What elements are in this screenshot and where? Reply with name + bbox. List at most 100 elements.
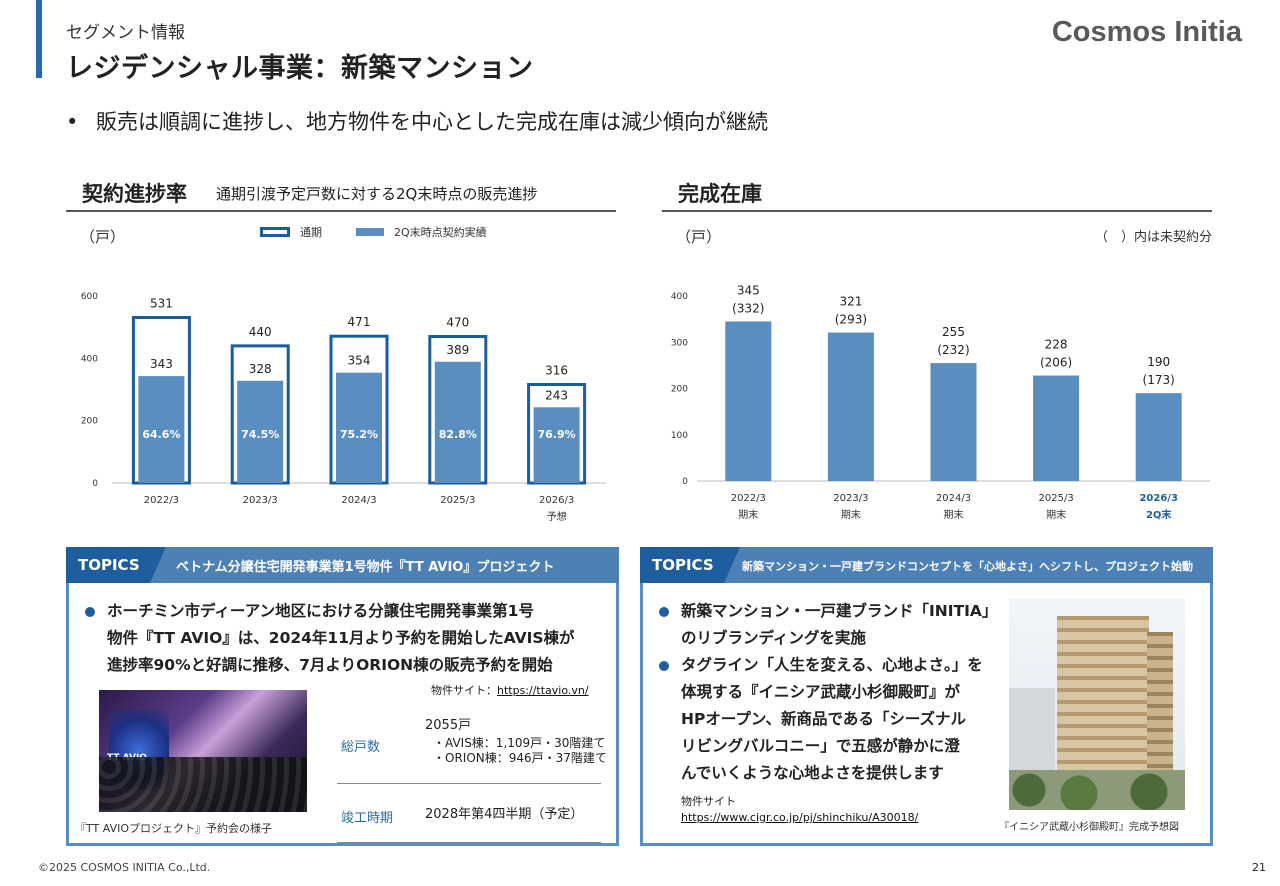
topic-header: TOPICS ベトナム分譲住宅開発事業第1号物件『TT AVIO』プロジェクト — [66, 547, 619, 583]
rendering-caption: 『イニシア武蔵小杉御殿町』完成予想図 — [999, 822, 1179, 833]
y-tick-label: 300 — [671, 338, 688, 348]
inventory-bar — [930, 363, 977, 481]
body-line: HPオープン、新商品である「シーズナル — [681, 710, 967, 728]
right-unit-label: （戸） — [676, 228, 722, 246]
chart-legend: 通期 2Q末時点契約実績 — [260, 224, 487, 240]
trees — [1009, 770, 1185, 810]
rate-label: 82.8% — [439, 428, 477, 441]
rate-label: 75.2% — [340, 428, 378, 441]
total-units-label: 総戸数 — [341, 740, 381, 755]
x-tick-label: 2022/3 — [144, 495, 179, 506]
body-line: タグライン「人生を変える、心地よさ。」を — [657, 652, 997, 679]
body-line: んでいくような心地よさを提供します — [681, 764, 944, 782]
x-tick-label: 2023/3 — [833, 493, 868, 504]
y-tick-label: 200 — [671, 385, 688, 395]
unsold-value-label: (206) — [1040, 356, 1072, 370]
x-tick-sublabel: 2Q末 — [1146, 508, 1172, 521]
completion-label: 竣工時期 — [341, 811, 394, 826]
rate-label: 74.5% — [241, 428, 279, 441]
x-tick-sublabel: 期末 — [738, 508, 758, 521]
orion-detail: ・ORION棟：946戸・37階建て — [433, 751, 607, 765]
body-line: リビングバルコニー」で五感が静かに澄 — [681, 737, 960, 755]
x-tick-label: 2022/3 — [731, 493, 766, 504]
body-line: 物件『TT AVIO』は、2024年11月より予約を開始したAVIS棟が — [107, 629, 575, 647]
tower-side — [1147, 632, 1173, 792]
x-tick-sublabel: 期末 — [1046, 508, 1066, 521]
total-units-value: 2055戸 — [425, 718, 472, 733]
actual-value-label: 328 — [249, 362, 272, 376]
site-label: 物件サイト： — [431, 684, 497, 697]
page-number: 21 — [1252, 861, 1266, 874]
x-tick-label: 2025/3 — [440, 495, 475, 506]
y-tick-label: 100 — [671, 431, 688, 441]
actual-value-label: 354 — [348, 354, 371, 368]
table-divider — [337, 842, 601, 843]
completion-value: 2028年第4四半期（予定） — [425, 807, 584, 822]
topic-initia: TOPICS 新築マンション・一戸建ブランドコンセプトを「心地よさ」へシフトし、… — [640, 547, 1213, 846]
total-value-label: 531 — [150, 297, 173, 311]
x-tick-sublabel: 予想 — [547, 510, 567, 523]
inventory-value-label: 228 — [1045, 338, 1068, 352]
inventory-value-label: 345 — [737, 283, 760, 297]
actual-value-label: 343 — [150, 357, 173, 371]
topic-body: ホーチミン市ディーアン地区における分譲住宅開発事業第1号 物件『TT AVIO』… — [83, 598, 575, 679]
contract-progress-subtitle: 通期引渡予定戸数に対する2Q末時点の販売進捗 — [216, 185, 538, 203]
body-line: のリブランディングを実施 — [681, 629, 866, 647]
topics-tag: TOPICS — [66, 547, 166, 583]
bar-actual — [237, 380, 284, 483]
inventory-title: 完成在庫 — [678, 182, 762, 206]
topic-headline: 新築マンション・一戸建ブランドコンセプトを「心地よさ」へシフトし、プロジェクト始… — [742, 560, 1193, 573]
accent-bar — [36, 0, 42, 78]
page-title: レジデンシャル事業：新築マンション — [66, 53, 534, 84]
body-line: 新築マンション・一戸建ブランド「INITIA」 — [657, 598, 997, 625]
x-tick-label: 2025/3 — [1039, 493, 1074, 504]
project-site: 物件サイト https://www.cigr.co.jp/pj/shinchik… — [681, 794, 918, 826]
contract-progress-title: 契約進捗率 — [82, 182, 187, 206]
total-value-label: 440 — [249, 325, 272, 339]
topic-vietnam: TOPICS ベトナム分譲住宅開発事業第1号物件『TT AVIO』プロジェクト … — [66, 547, 619, 846]
body-line: 進捗率90%と好調に推移、7月よりORION棟の販売予約を開始 — [107, 656, 553, 674]
unsold-value-label: (232) — [937, 343, 969, 357]
unsold-value-label: (293) — [835, 313, 867, 327]
bar-actual — [533, 407, 580, 483]
table-divider — [337, 783, 601, 784]
inventory-bar — [725, 321, 772, 481]
legend-actual-swatch — [356, 228, 384, 236]
y-tick-label: 200 — [81, 417, 98, 427]
inventory-bar — [827, 332, 874, 481]
bar-actual — [434, 361, 481, 483]
company-logo: Cosmos Initia — [1051, 16, 1242, 48]
tower-facade — [1057, 616, 1149, 792]
y-tick-label: 600 — [81, 292, 98, 302]
x-tick-label: 2026/3 — [1139, 493, 1177, 504]
site-link[interactable]: https://www.cigr.co.jp/pj/shinchiku/A300… — [681, 811, 919, 824]
launch-event-photo: TT AVIO — [99, 690, 307, 812]
total-value-label: 316 — [545, 364, 568, 378]
x-tick-sublabel: 期末 — [944, 508, 964, 521]
building-rendering — [1009, 598, 1185, 810]
photo-caption: 『TT AVIOプロジェクト』予約会の様子 — [75, 822, 272, 835]
x-tick-label: 2023/3 — [243, 495, 278, 506]
legend-actual-label: 2Q末時点契約実績 — [394, 226, 487, 239]
legend-total-swatch — [260, 227, 290, 237]
inventory-value-label: 255 — [942, 325, 965, 339]
topics-tag: TOPICS — [640, 547, 740, 583]
legend-total-label: 通期 — [300, 226, 322, 239]
section-label: セグメント情報 — [66, 23, 185, 43]
topic-headline: ベトナム分譲住宅開発事業第1号物件『TT AVIO』プロジェクト — [176, 560, 555, 575]
rate-label: 64.6% — [142, 428, 180, 441]
y-tick-label: 400 — [81, 354, 98, 364]
crowd — [99, 757, 307, 812]
contract-progress-header: 契約進捗率 通期引渡予定戸数に対する2Q末時点の販売進捗 — [66, 170, 616, 212]
x-tick-label: 2024/3 — [341, 495, 376, 506]
x-tick-sublabel: 期末 — [841, 508, 861, 521]
summary-text: 販売は順調に進捗し、地方物件を中心とした完成在庫は減少傾向が継続 — [96, 110, 768, 134]
summary-bullet: • 販売は順調に進捗し、地方物件を中心とした完成在庫は減少傾向が継続 — [66, 110, 768, 134]
site-link[interactable]: https://ttavio.vn/ — [497, 684, 589, 697]
unsold-note: （ ）内は未契約分 — [1094, 230, 1212, 245]
actual-value-label: 389 — [446, 343, 469, 357]
avis-detail: ・AVIS棟：1,109戸・30階建て — [433, 736, 606, 750]
x-tick-label: 2024/3 — [936, 493, 971, 504]
topic-body: 新築マンション・一戸建ブランド「INITIA」 のリブランディングを実施 タグラ… — [657, 598, 997, 787]
